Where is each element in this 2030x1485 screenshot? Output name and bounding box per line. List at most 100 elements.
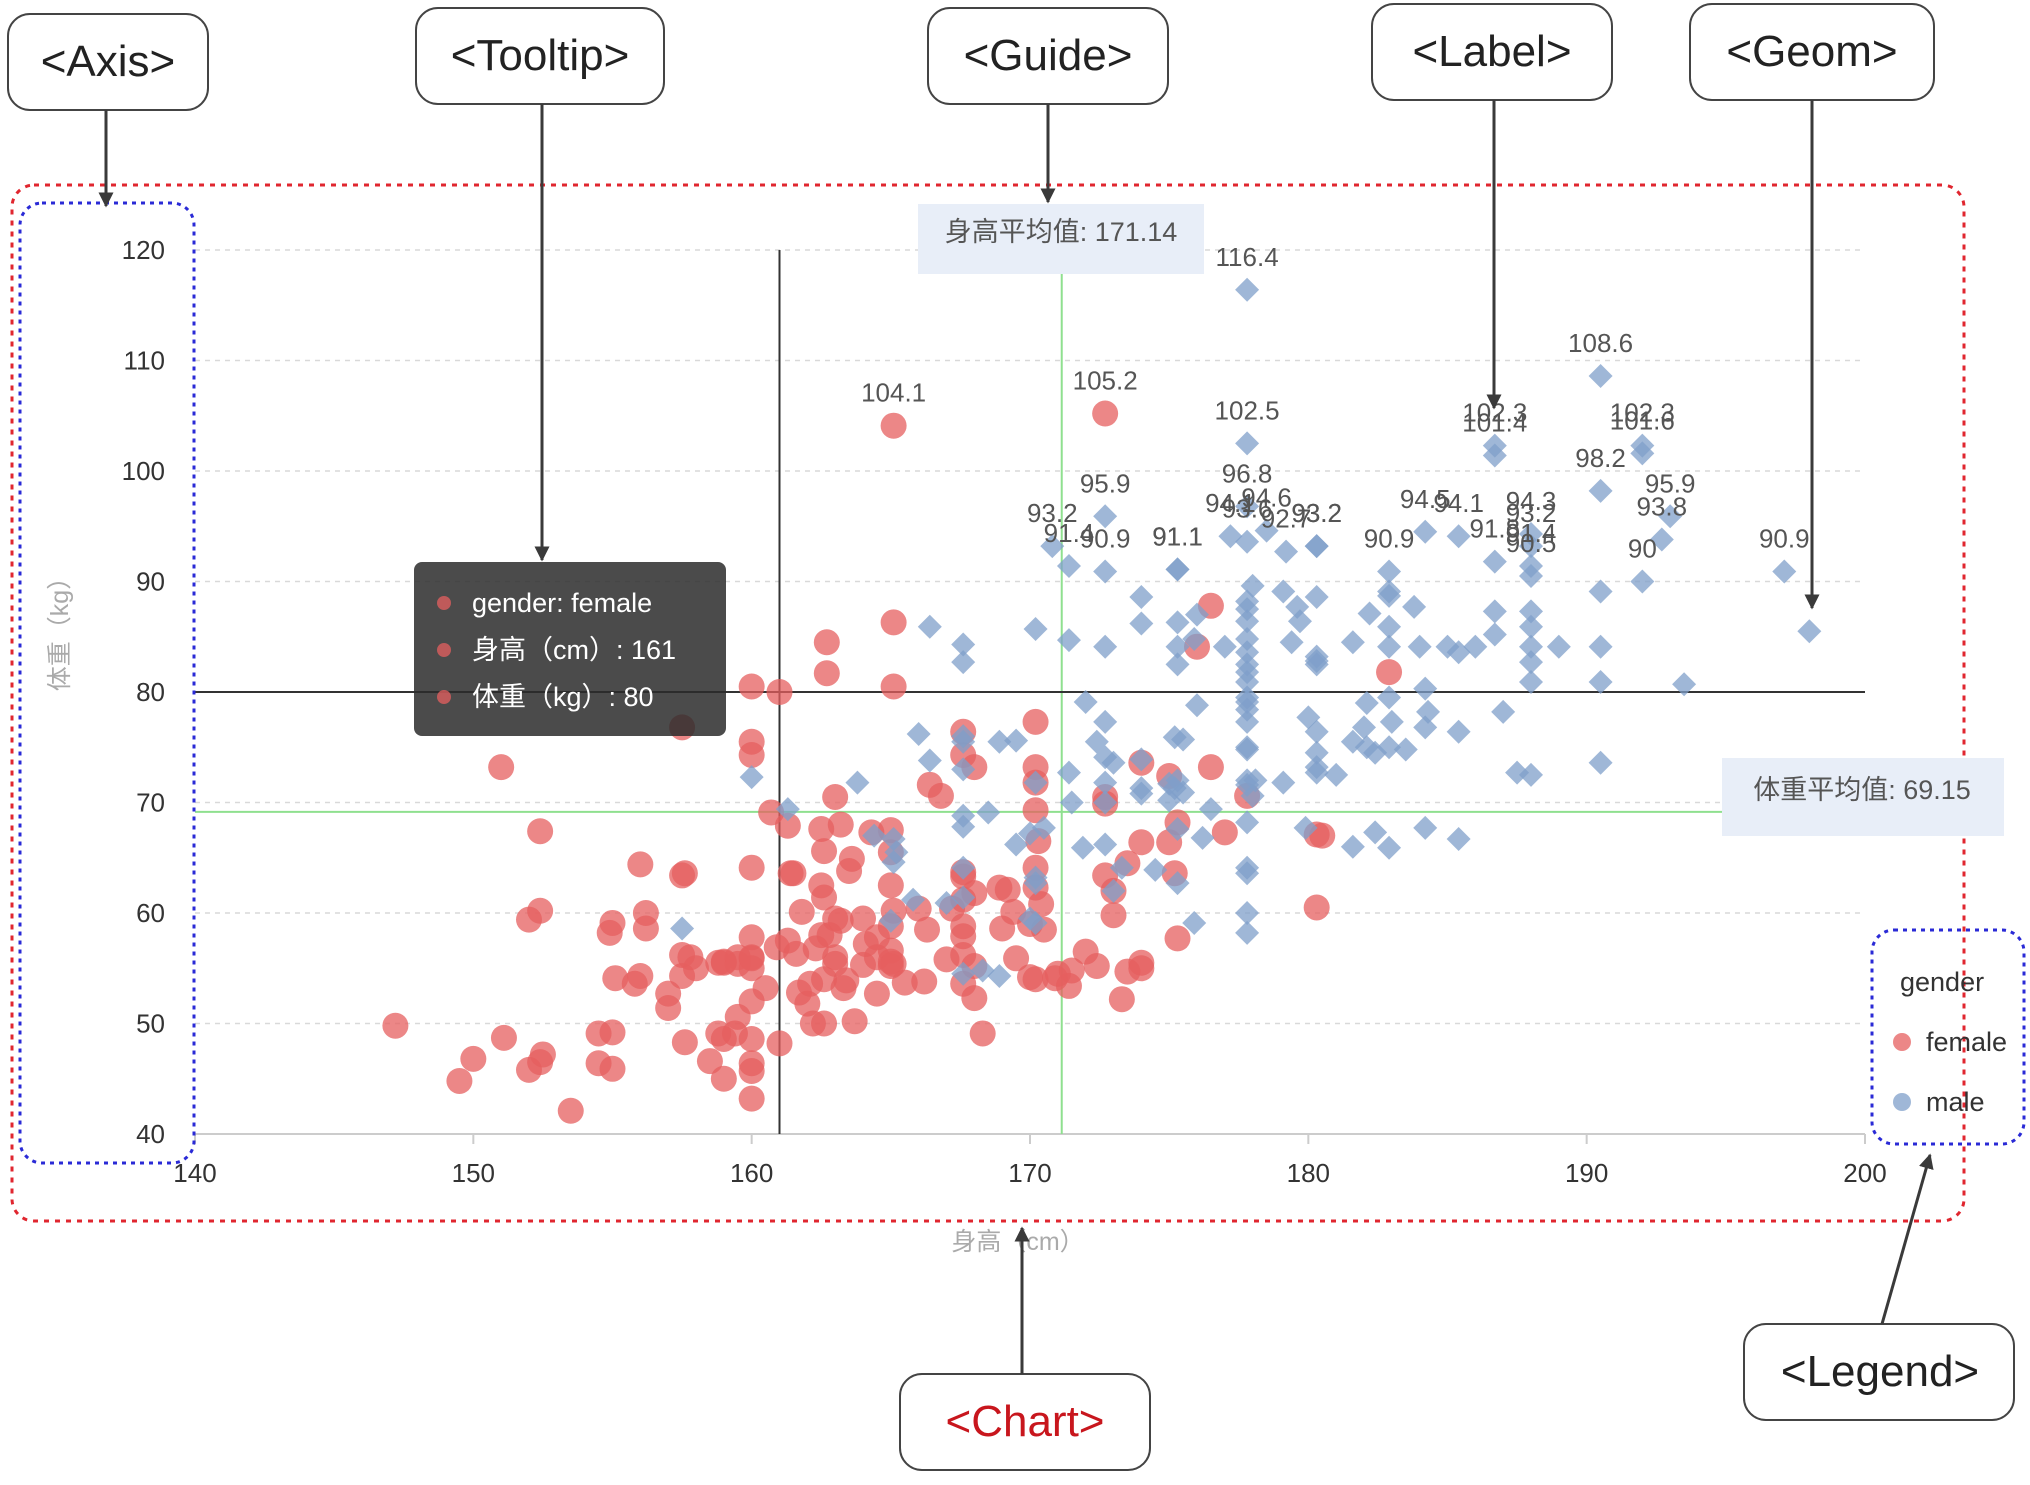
point-female[interactable]	[880, 673, 907, 700]
point-male[interactable]	[1413, 676, 1438, 701]
point-female[interactable]	[827, 811, 854, 838]
point-male[interactable]	[1165, 610, 1190, 635]
point-male[interactable]	[1407, 634, 1432, 659]
point-male[interactable]	[739, 765, 764, 790]
point-female[interactable]	[446, 1067, 473, 1094]
point-male[interactable]	[1129, 584, 1154, 609]
point-male[interactable]	[1519, 614, 1543, 639]
point-male[interactable]	[1377, 735, 1402, 760]
point-male[interactable]	[1588, 363, 1613, 388]
point-male[interactable]	[1165, 557, 1190, 582]
point-male[interactable]	[862, 823, 887, 848]
point-male[interactable]	[1056, 628, 1081, 653]
point-male[interactable]	[1377, 634, 1402, 659]
point-male[interactable]	[1413, 815, 1438, 840]
point-male[interactable]	[951, 724, 976, 749]
point-male[interactable]	[1235, 861, 1260, 886]
point-female[interactable]	[880, 412, 907, 439]
point-male[interactable]	[1588, 579, 1613, 604]
point-female[interactable]	[813, 660, 840, 687]
point-female[interactable]	[671, 1029, 698, 1056]
point-male[interactable]	[1235, 529, 1260, 554]
point-male[interactable]	[1093, 634, 1118, 659]
point-female[interactable]	[880, 609, 907, 636]
point-male[interactable]	[906, 721, 931, 746]
point-female[interactable]	[527, 897, 554, 924]
point-male[interactable]	[1287, 609, 1312, 634]
point-male[interactable]	[884, 840, 909, 865]
point-male[interactable]	[1056, 760, 1081, 785]
point-male[interactable]	[1413, 715, 1438, 740]
point-male[interactable]	[1377, 583, 1402, 608]
point-female[interactable]	[880, 950, 907, 977]
point-male[interactable]	[1190, 825, 1215, 850]
point-female[interactable]	[557, 1097, 584, 1124]
point-male[interactable]	[1198, 797, 1223, 822]
point-male[interactable]	[1357, 601, 1382, 626]
point-male[interactable]	[1416, 699, 1441, 724]
point-male[interactable]	[1304, 652, 1329, 677]
point-male[interactable]	[951, 885, 976, 910]
point-male[interactable]	[1185, 693, 1209, 718]
point-female[interactable]	[994, 876, 1021, 903]
point-male[interactable]	[1093, 504, 1118, 529]
point-male[interactable]	[1093, 790, 1118, 815]
point-female[interactable]	[527, 818, 554, 845]
point-male[interactable]	[1630, 433, 1655, 458]
point-female[interactable]	[738, 673, 765, 700]
point-male[interactable]	[1491, 699, 1516, 724]
point-male[interactable]	[1235, 494, 1260, 519]
point-female[interactable]	[969, 1020, 996, 1047]
point-male[interactable]	[1519, 599, 1543, 624]
point-female[interactable]	[822, 783, 849, 810]
point-male[interactable]	[951, 650, 976, 675]
point-female[interactable]	[1303, 894, 1330, 921]
point-female[interactable]	[1128, 829, 1155, 856]
point-male[interactable]	[1171, 780, 1196, 805]
point-female[interactable]	[460, 1045, 487, 1072]
point-male[interactable]	[1165, 817, 1190, 842]
point-female[interactable]	[877, 872, 904, 899]
point-female[interactable]	[1022, 708, 1049, 735]
point-female[interactable]	[738, 1085, 765, 1112]
point-male[interactable]	[951, 855, 976, 880]
point-female[interactable]	[710, 1065, 737, 1092]
point-male[interactable]	[1235, 735, 1260, 760]
point-male[interactable]	[1482, 549, 1507, 574]
point-male[interactable]	[1377, 614, 1402, 639]
point-female[interactable]	[738, 741, 765, 768]
point-male[interactable]	[1235, 277, 1260, 302]
point-male[interactable]	[1588, 750, 1613, 775]
point-male[interactable]	[1165, 634, 1190, 659]
point-female[interactable]	[811, 1010, 838, 1037]
point-male[interactable]	[1023, 617, 1048, 642]
legend-item-female[interactable]: female	[1926, 1027, 2007, 1057]
point-male[interactable]	[1482, 443, 1507, 468]
point-female[interactable]	[488, 754, 515, 781]
point-female[interactable]	[794, 990, 821, 1017]
point-male[interactable]	[1235, 920, 1260, 945]
point-male[interactable]	[987, 963, 1012, 988]
point-male[interactable]	[1240, 573, 1265, 598]
point-male[interactable]	[1274, 539, 1299, 564]
point-male[interactable]	[1413, 519, 1438, 544]
point-male[interactable]	[1588, 478, 1613, 503]
point-female[interactable]	[1028, 891, 1055, 918]
point-female[interactable]	[780, 860, 807, 887]
point-male[interactable]	[1182, 910, 1207, 935]
point-male[interactable]	[1093, 709, 1118, 734]
point-female[interactable]	[599, 1055, 626, 1082]
point-female[interactable]	[838, 845, 865, 872]
point-male[interactable]	[1056, 554, 1081, 579]
point-male[interactable]	[845, 770, 870, 795]
point-female[interactable]	[850, 905, 876, 932]
point-female[interactable]	[671, 860, 698, 887]
point-female[interactable]	[490, 1024, 517, 1051]
point-male[interactable]	[1446, 524, 1471, 549]
point-male[interactable]	[976, 800, 1001, 825]
point-male[interactable]	[1649, 527, 1674, 552]
point-male[interactable]	[1379, 709, 1404, 734]
point-male[interactable]	[987, 729, 1012, 754]
point-male[interactable]	[1059, 790, 1084, 815]
point-male[interactable]	[878, 908, 903, 933]
